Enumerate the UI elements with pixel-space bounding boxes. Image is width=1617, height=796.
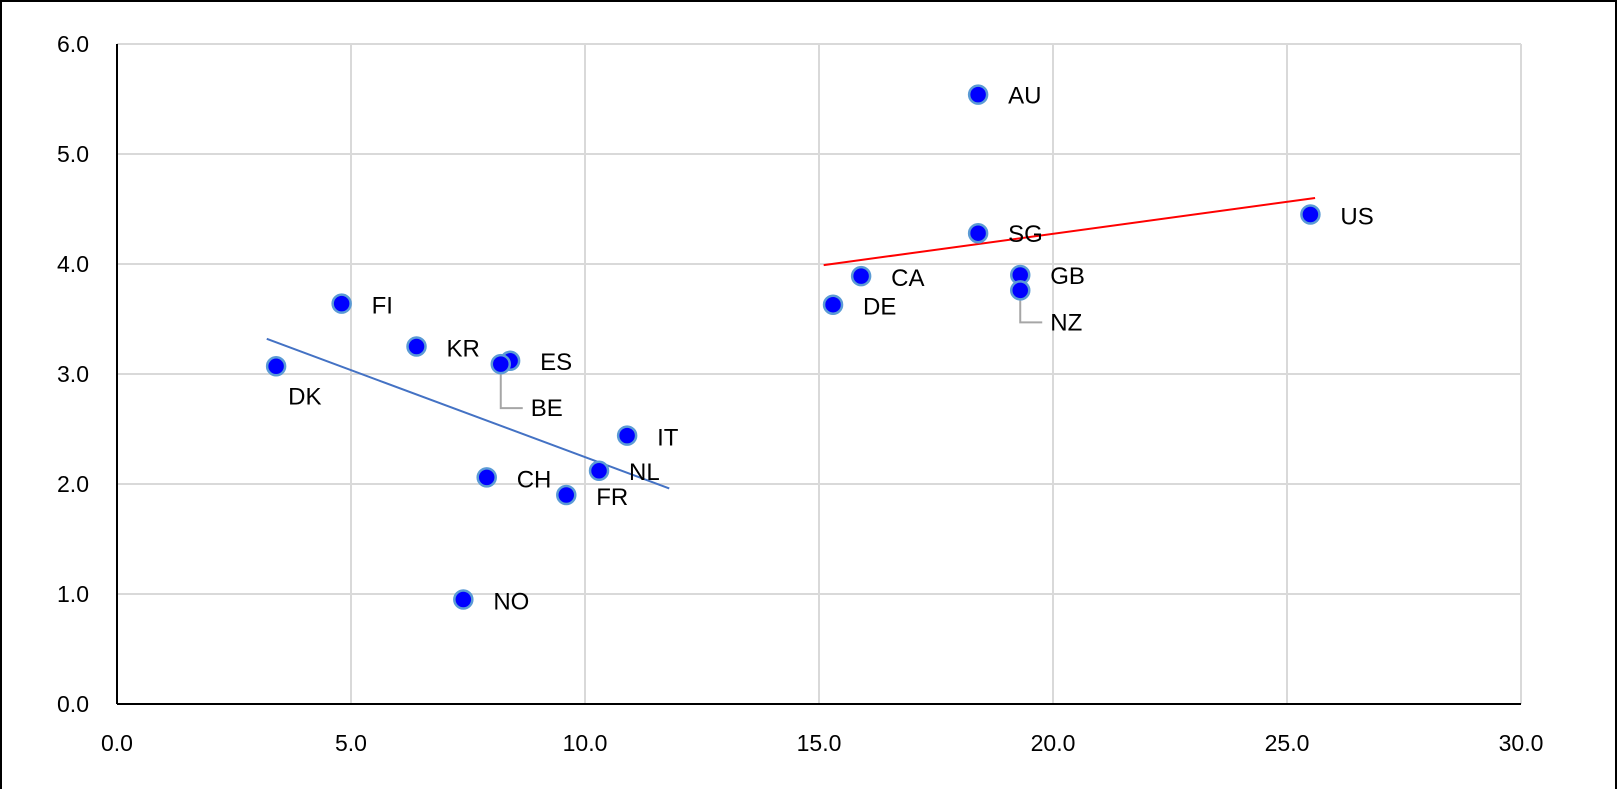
data-point [588, 460, 610, 482]
data-point [616, 425, 638, 446]
gridlines [117, 43, 1522, 704]
data-point [1009, 280, 1031, 301]
point-label: KR [447, 336, 480, 363]
y-tick-label: 0.0 [57, 691, 89, 717]
data-point [822, 294, 844, 315]
data-point [453, 589, 474, 610]
point-label: BE [531, 395, 563, 422]
point-label: DK [288, 383, 321, 410]
data-points [265, 84, 1321, 610]
data-point [967, 222, 989, 244]
data-point [265, 356, 287, 377]
x-tick-label: 15.0 [797, 730, 842, 756]
label-leader-line [1019, 294, 1043, 324]
point-label: US [1340, 204, 1373, 231]
x-tick-label: 25.0 [1265, 730, 1310, 756]
y-tick-label: 2.0 [57, 471, 89, 497]
x-tick-label: 10.0 [563, 730, 608, 756]
point-label: SG [1008, 221, 1043, 248]
data-point [490, 353, 512, 375]
x-tick-label: 0.0 [101, 730, 133, 756]
point-label: NO [493, 589, 529, 616]
trendline [823, 197, 1316, 267]
label-leader-line [499, 368, 523, 410]
point-label: ES [540, 349, 572, 376]
point-label: CH [517, 466, 552, 493]
label-leader-lines [499, 294, 1043, 410]
data-point [1300, 204, 1321, 225]
y-tick-label: 6.0 [57, 31, 89, 57]
point-labels: AU US SG CA GB NZ DE FI KR ES BE DK IT NL CH FR NO [288, 83, 1374, 616]
x-tick-label: 20.0 [1031, 730, 1076, 756]
data-point [476, 467, 497, 488]
y-tick-label: 5.0 [57, 141, 89, 167]
data-point [406, 336, 427, 357]
data-point [556, 484, 577, 506]
x-tick-label: 30.0 [1499, 730, 1544, 756]
point-label: FR [596, 484, 628, 511]
point-label: AU [1008, 83, 1041, 110]
point-label: CA [891, 265, 924, 292]
x-tick-label: 5.0 [335, 730, 367, 756]
data-point [331, 293, 352, 314]
y-tick-label: 3.0 [57, 361, 89, 387]
y-tick-label: 1.0 [57, 581, 89, 607]
axes [116, 44, 1521, 705]
point-label: IT [657, 425, 679, 452]
tick-labels: 0.0 1.0 2.0 3.0 4.0 5.0 6.0 0.0 5.0 10.0 15.0 20.0 2… [57, 31, 1543, 756]
point-label: GB [1050, 263, 1085, 290]
point-label: NL [629, 459, 660, 486]
data-point [967, 84, 989, 105]
point-label: FI [372, 293, 393, 320]
data-point [850, 265, 872, 287]
point-label: NZ [1050, 309, 1082, 336]
y-tick-label: 4.0 [57, 251, 89, 277]
point-label: DE [863, 294, 896, 321]
